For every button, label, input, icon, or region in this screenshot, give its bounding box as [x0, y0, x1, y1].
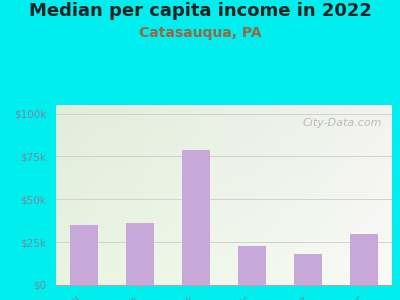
- Bar: [70, 225, 98, 285]
- Text: Median per capita income in 2022: Median per capita income in 2022: [28, 2, 372, 20]
- Text: Catasauqua, PA: Catasauqua, PA: [139, 26, 261, 40]
- Bar: [126, 223, 154, 285]
- Bar: [294, 254, 322, 285]
- Bar: [238, 246, 266, 285]
- Bar: [350, 234, 378, 285]
- Text: City-Data.com: City-Data.com: [302, 118, 382, 128]
- Bar: [182, 150, 210, 285]
